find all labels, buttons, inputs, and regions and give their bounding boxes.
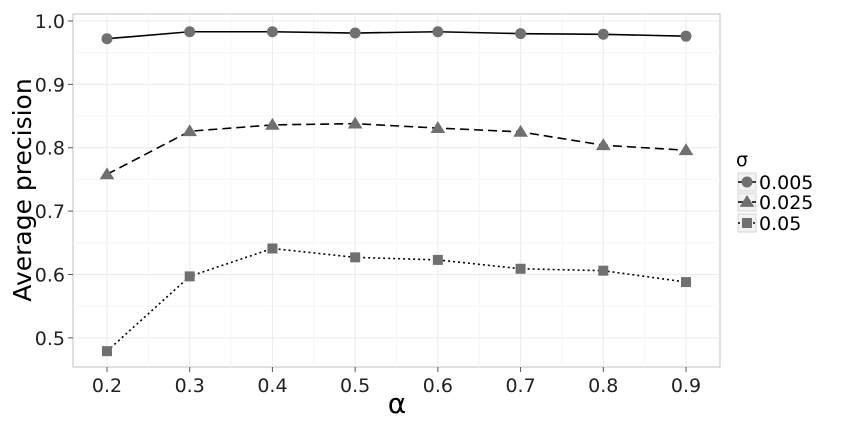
- data-point-0.05: [267, 243, 278, 254]
- y-tick-label: 0.5: [35, 328, 65, 350]
- data-point-0.005: [184, 26, 196, 38]
- legend-label-0.05: 0.05: [759, 213, 801, 235]
- series-0.05: [101, 243, 692, 357]
- y-tick-label: 0.7: [35, 201, 65, 223]
- data-point-0.005: [597, 28, 609, 40]
- minor-gridlines: [73, 14, 720, 367]
- x-tick-label: 0.6: [423, 375, 453, 397]
- data-point-0.025: [182, 124, 198, 137]
- data-point-0.025: [430, 121, 446, 133]
- legend: σ 0.005 0.025 0.05: [736, 149, 813, 235]
- data-point-0.05: [598, 265, 609, 276]
- data-point-0.025: [595, 138, 611, 151]
- y-axis-title: Average precision: [8, 78, 37, 301]
- series-line-0.05: [106, 247, 687, 352]
- data-point-0.025: [99, 167, 115, 180]
- data-point-0.05: [350, 252, 361, 263]
- data-point-0.005: [349, 27, 361, 39]
- data-point-0.05: [184, 271, 195, 282]
- y-axis: 0.5 0.6 0.7 0.8 0.9 1.0: [35, 11, 73, 350]
- x-tick-label: 0.9: [671, 375, 701, 397]
- y-tick-label: 0.9: [35, 74, 65, 96]
- x-tick-label: 0.4: [257, 375, 287, 397]
- legend-label-0.005: 0.005: [759, 172, 813, 194]
- series-layer: [99, 26, 694, 357]
- series-0.005: [101, 26, 692, 45]
- y-tick-label: 0.8: [35, 138, 65, 160]
- legend-key-marker: [741, 176, 753, 188]
- data-point-0.05: [432, 254, 443, 265]
- x-tick-label: 0.8: [588, 375, 618, 397]
- data-point-0.005: [432, 26, 444, 38]
- series-line-0.025: [106, 122, 687, 176]
- x-tick-label: 0.3: [175, 375, 205, 397]
- data-point-0.05: [681, 277, 692, 288]
- data-point-0.025: [265, 117, 280, 130]
- y-tick-label: 0.6: [35, 264, 65, 286]
- data-point-0.005: [266, 26, 278, 38]
- data-point-0.005: [680, 30, 692, 42]
- x-tick-label: 0.2: [92, 375, 122, 397]
- x-axis: 0.2 0.3 0.4 0.5 0.6 0.7 0.8 0.9: [92, 367, 701, 397]
- legend-key-marker: [739, 195, 755, 207]
- data-point-0.025: [678, 143, 694, 156]
- x-tick-label: 0.7: [505, 375, 535, 397]
- y-tick-label: 1.0: [35, 11, 65, 33]
- legend-title: σ: [736, 149, 748, 171]
- major-gridlines: [73, 14, 720, 367]
- data-point-0.005: [515, 28, 527, 40]
- legend-label-0.025: 0.025: [759, 192, 813, 214]
- data-point-0.025: [347, 116, 363, 129]
- data-point-0.025: [513, 124, 528, 137]
- data-point-0.05: [515, 263, 526, 274]
- legend-key-marker: [742, 218, 752, 228]
- series-0.025: [99, 116, 694, 180]
- x-tick-label: 0.5: [340, 375, 370, 397]
- x-axis-title: α: [388, 387, 406, 420]
- data-point-0.005: [101, 33, 113, 45]
- series-line-0.005: [106, 30, 687, 40]
- legend-keys: [737, 172, 757, 233]
- data-point-0.05: [101, 346, 112, 357]
